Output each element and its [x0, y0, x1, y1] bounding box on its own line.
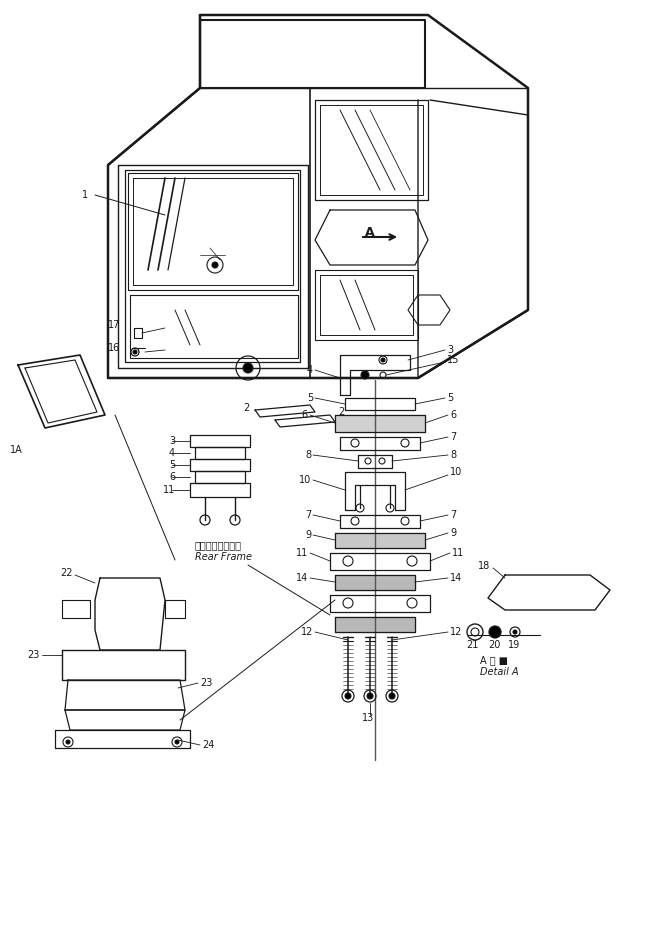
Text: 22: 22 — [60, 568, 73, 578]
Polygon shape — [335, 617, 415, 632]
Text: 9: 9 — [305, 530, 311, 540]
Text: Rear Frame: Rear Frame — [195, 552, 252, 562]
Text: 23: 23 — [200, 678, 212, 688]
Circle shape — [381, 358, 385, 362]
Text: A: A — [365, 225, 374, 238]
Text: 6: 6 — [302, 410, 308, 420]
Polygon shape — [335, 575, 415, 590]
Text: 7: 7 — [450, 510, 456, 520]
Text: 14: 14 — [296, 573, 308, 583]
Circle shape — [66, 740, 70, 744]
Text: 23: 23 — [28, 650, 40, 660]
Text: 8: 8 — [450, 450, 456, 460]
Text: 15: 15 — [447, 355, 459, 365]
Text: 24: 24 — [202, 740, 214, 750]
Text: 16: 16 — [108, 343, 120, 353]
Text: 6: 6 — [450, 410, 456, 420]
Text: 11: 11 — [296, 548, 308, 558]
Circle shape — [243, 363, 253, 373]
Text: 4: 4 — [307, 365, 313, 375]
Text: 12: 12 — [450, 627, 462, 637]
Text: 21: 21 — [466, 640, 478, 650]
Text: 4: 4 — [169, 448, 175, 458]
Polygon shape — [335, 415, 425, 432]
Text: 2: 2 — [338, 407, 344, 417]
Text: Detail A: Detail A — [480, 667, 519, 677]
Circle shape — [367, 693, 373, 699]
Text: 20: 20 — [488, 640, 500, 650]
Text: A 詳 ■: A 詳 ■ — [480, 655, 508, 665]
Text: 19: 19 — [508, 640, 520, 650]
Text: 1A: 1A — [10, 445, 23, 455]
Text: 10: 10 — [450, 467, 462, 477]
Text: 8: 8 — [305, 450, 311, 460]
Text: 17: 17 — [108, 320, 120, 330]
Text: 14: 14 — [450, 573, 462, 583]
Text: 11: 11 — [452, 548, 464, 558]
Text: 2: 2 — [244, 403, 250, 413]
Text: 13: 13 — [362, 713, 374, 723]
Text: リャーフレーム・: リャーフレーム・ — [195, 540, 242, 550]
Text: 11: 11 — [163, 485, 175, 495]
Text: 5: 5 — [447, 393, 453, 403]
Text: 3: 3 — [169, 436, 175, 446]
Circle shape — [389, 693, 395, 699]
Circle shape — [345, 693, 351, 699]
Circle shape — [212, 262, 218, 268]
Text: 10: 10 — [299, 475, 311, 485]
Circle shape — [513, 630, 517, 634]
Text: 7: 7 — [305, 510, 311, 520]
Circle shape — [361, 371, 369, 379]
Polygon shape — [335, 533, 425, 548]
Text: 9: 9 — [450, 528, 456, 538]
Text: 1: 1 — [82, 190, 88, 200]
Text: 5: 5 — [307, 393, 313, 403]
Text: 3: 3 — [447, 345, 453, 355]
Text: 12: 12 — [300, 627, 313, 637]
Circle shape — [489, 626, 501, 638]
Circle shape — [175, 740, 179, 744]
Text: 7: 7 — [450, 432, 456, 442]
Text: 6: 6 — [169, 472, 175, 482]
Text: 5: 5 — [169, 460, 175, 470]
Circle shape — [133, 350, 137, 354]
Text: 18: 18 — [478, 561, 490, 571]
